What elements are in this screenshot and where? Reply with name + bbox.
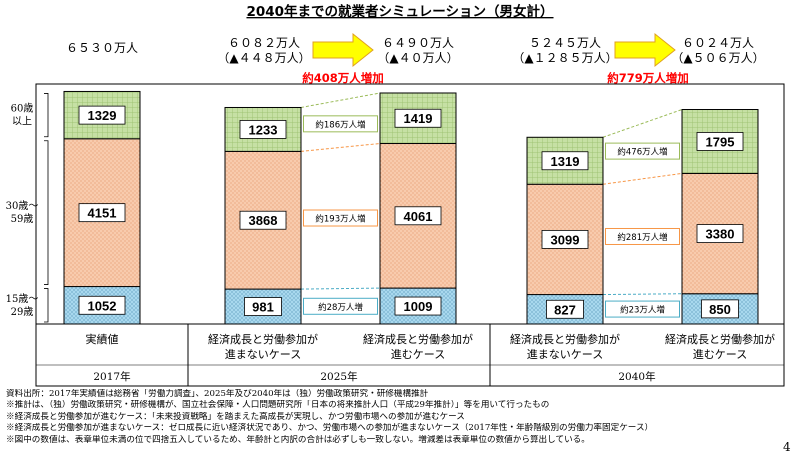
age-group-label: 59歳	[11, 213, 34, 225]
connector-line	[602, 109, 683, 138]
note-line: ※推計は、（独）労働政策研究・研修機構が、国立社会保障・人口問題研究所「日本の将…	[6, 400, 550, 411]
value-label: 1319	[551, 154, 580, 169]
value-box	[541, 151, 589, 171]
value-label: 1052	[88, 298, 117, 313]
value-label: 3380	[706, 227, 735, 242]
category-label: 進むケース	[693, 348, 747, 361]
connector-line	[602, 172, 683, 185]
value-box	[546, 299, 584, 319]
value-label: 4061	[404, 209, 433, 224]
value-label: 1795	[706, 134, 735, 149]
category-label: 経済成長と労働参加が	[665, 332, 775, 346]
category-label: 進まないケース	[225, 348, 301, 361]
age-bracket	[44, 140, 49, 285]
total-label: ６５３０万人	[66, 41, 138, 55]
value-box	[78, 295, 126, 315]
increase-label: 約408万人増加	[302, 71, 384, 85]
value-box	[78, 105, 126, 125]
total-change-label: （▲４４８万人）	[217, 51, 310, 65]
group-label: 2017年	[93, 370, 130, 383]
value-label: 1009	[404, 299, 433, 314]
total-change-label: （▲１２８５万人）	[512, 51, 617, 65]
note-line: 資料出所：2017年実績値は総務省「労働力調査」、2025年及び2040年は（独…	[6, 389, 429, 399]
value-box	[541, 229, 589, 249]
difference-label: 約193万人増	[315, 214, 365, 225]
difference-label: 約28万人増	[318, 302, 363, 313]
category-table	[35, 323, 785, 387]
value-box	[244, 297, 282, 316]
value-label: 1233	[249, 122, 278, 137]
category-label: 進むケース	[391, 348, 445, 361]
difference-box	[303, 115, 378, 133]
value-label: 981	[252, 300, 274, 315]
total-change-label: （▲４０万人）	[377, 51, 458, 65]
page-number: 4	[783, 440, 791, 454]
difference-box	[605, 142, 680, 160]
increase-label: 約779万人増加	[607, 71, 689, 85]
difference-box	[605, 300, 680, 318]
difference-label: 約186万人増	[315, 119, 365, 130]
age-group-label: 60歳	[11, 103, 34, 115]
age-group-label: 15歳～	[6, 293, 39, 305]
chart-title: 2040年までの就業者シミュレーション（男女計）	[246, 3, 553, 20]
total-label: ６０２４万人	[682, 36, 754, 50]
group-label: 2025年	[320, 370, 357, 383]
value-box	[394, 206, 442, 226]
value-label: 1419	[404, 111, 433, 126]
age-group-label: 30歳～	[6, 200, 39, 212]
connector-line	[300, 287, 381, 290]
age-bracket	[44, 93, 49, 138]
group-label: 2040年	[618, 370, 655, 383]
note-line: ※経済成長と労働参加が進まないケース：ゼロ成長に近い経済状況であり、かつ、労働市…	[6, 423, 654, 434]
value-box	[701, 299, 739, 319]
value-box	[239, 120, 287, 139]
total-change-label: （▲５０６万人）	[671, 51, 764, 65]
value-label: 4151	[88, 206, 117, 221]
total-label: ５２４５万人	[529, 36, 601, 50]
difference-label: 約476万人増	[617, 147, 667, 158]
value-label: 3868	[249, 213, 278, 228]
value-box	[394, 108, 442, 128]
value-box	[696, 132, 744, 151]
connector-line	[602, 293, 683, 296]
value-box	[394, 296, 442, 316]
value-label: 827	[554, 302, 576, 317]
difference-label: 約281万人増	[617, 232, 667, 243]
category-label: 進まないケース	[527, 348, 603, 361]
category-label: 実績値	[86, 332, 119, 346]
difference-box	[605, 227, 680, 245]
value-label: 1329	[88, 108, 117, 123]
age-bracket	[44, 288, 49, 323]
connector-line	[300, 143, 381, 152]
difference-box	[303, 209, 378, 227]
total-label: ６０８２万人	[228, 36, 300, 50]
source-notes: 資料出所：2017年実績値は総務省「労働力調査」、2025年及び2040年は（独…	[6, 389, 786, 446]
value-label: 3099	[551, 232, 580, 247]
note-line: ※経済成長と労働参加が進むケース：「未来投資戦略」を踏まえた高成長が実現し、かつ…	[6, 411, 465, 422]
category-label: 経済成長と労働参加が	[363, 332, 473, 346]
value-box	[696, 224, 744, 243]
arrow-2040	[614, 32, 676, 68]
category-label: 経済成長と労働参加が	[510, 332, 620, 346]
note-line: ※図中の数値は、表章単位未満の位で四捨五入しているため、年齢計と内訳の合計は必ず…	[6, 434, 590, 445]
value-box	[78, 203, 126, 223]
age-group-label: 29歳	[11, 306, 34, 318]
arrow-2025	[312, 32, 374, 68]
value-label: 850	[709, 302, 731, 317]
total-label: ６４９０万人	[382, 36, 454, 50]
difference-label: 約23万人増	[620, 305, 665, 316]
value-box	[239, 210, 287, 230]
connector-line	[300, 92, 381, 108]
category-label: 経済成長と労働参加が	[208, 332, 318, 346]
employment-chart: 2040年までの就業者シミュレーション（男女計） 15歳～29歳 30歳～59歳 6…	[6, 3, 785, 387]
age-group-label: 以上	[12, 116, 32, 128]
difference-box	[303, 297, 378, 315]
